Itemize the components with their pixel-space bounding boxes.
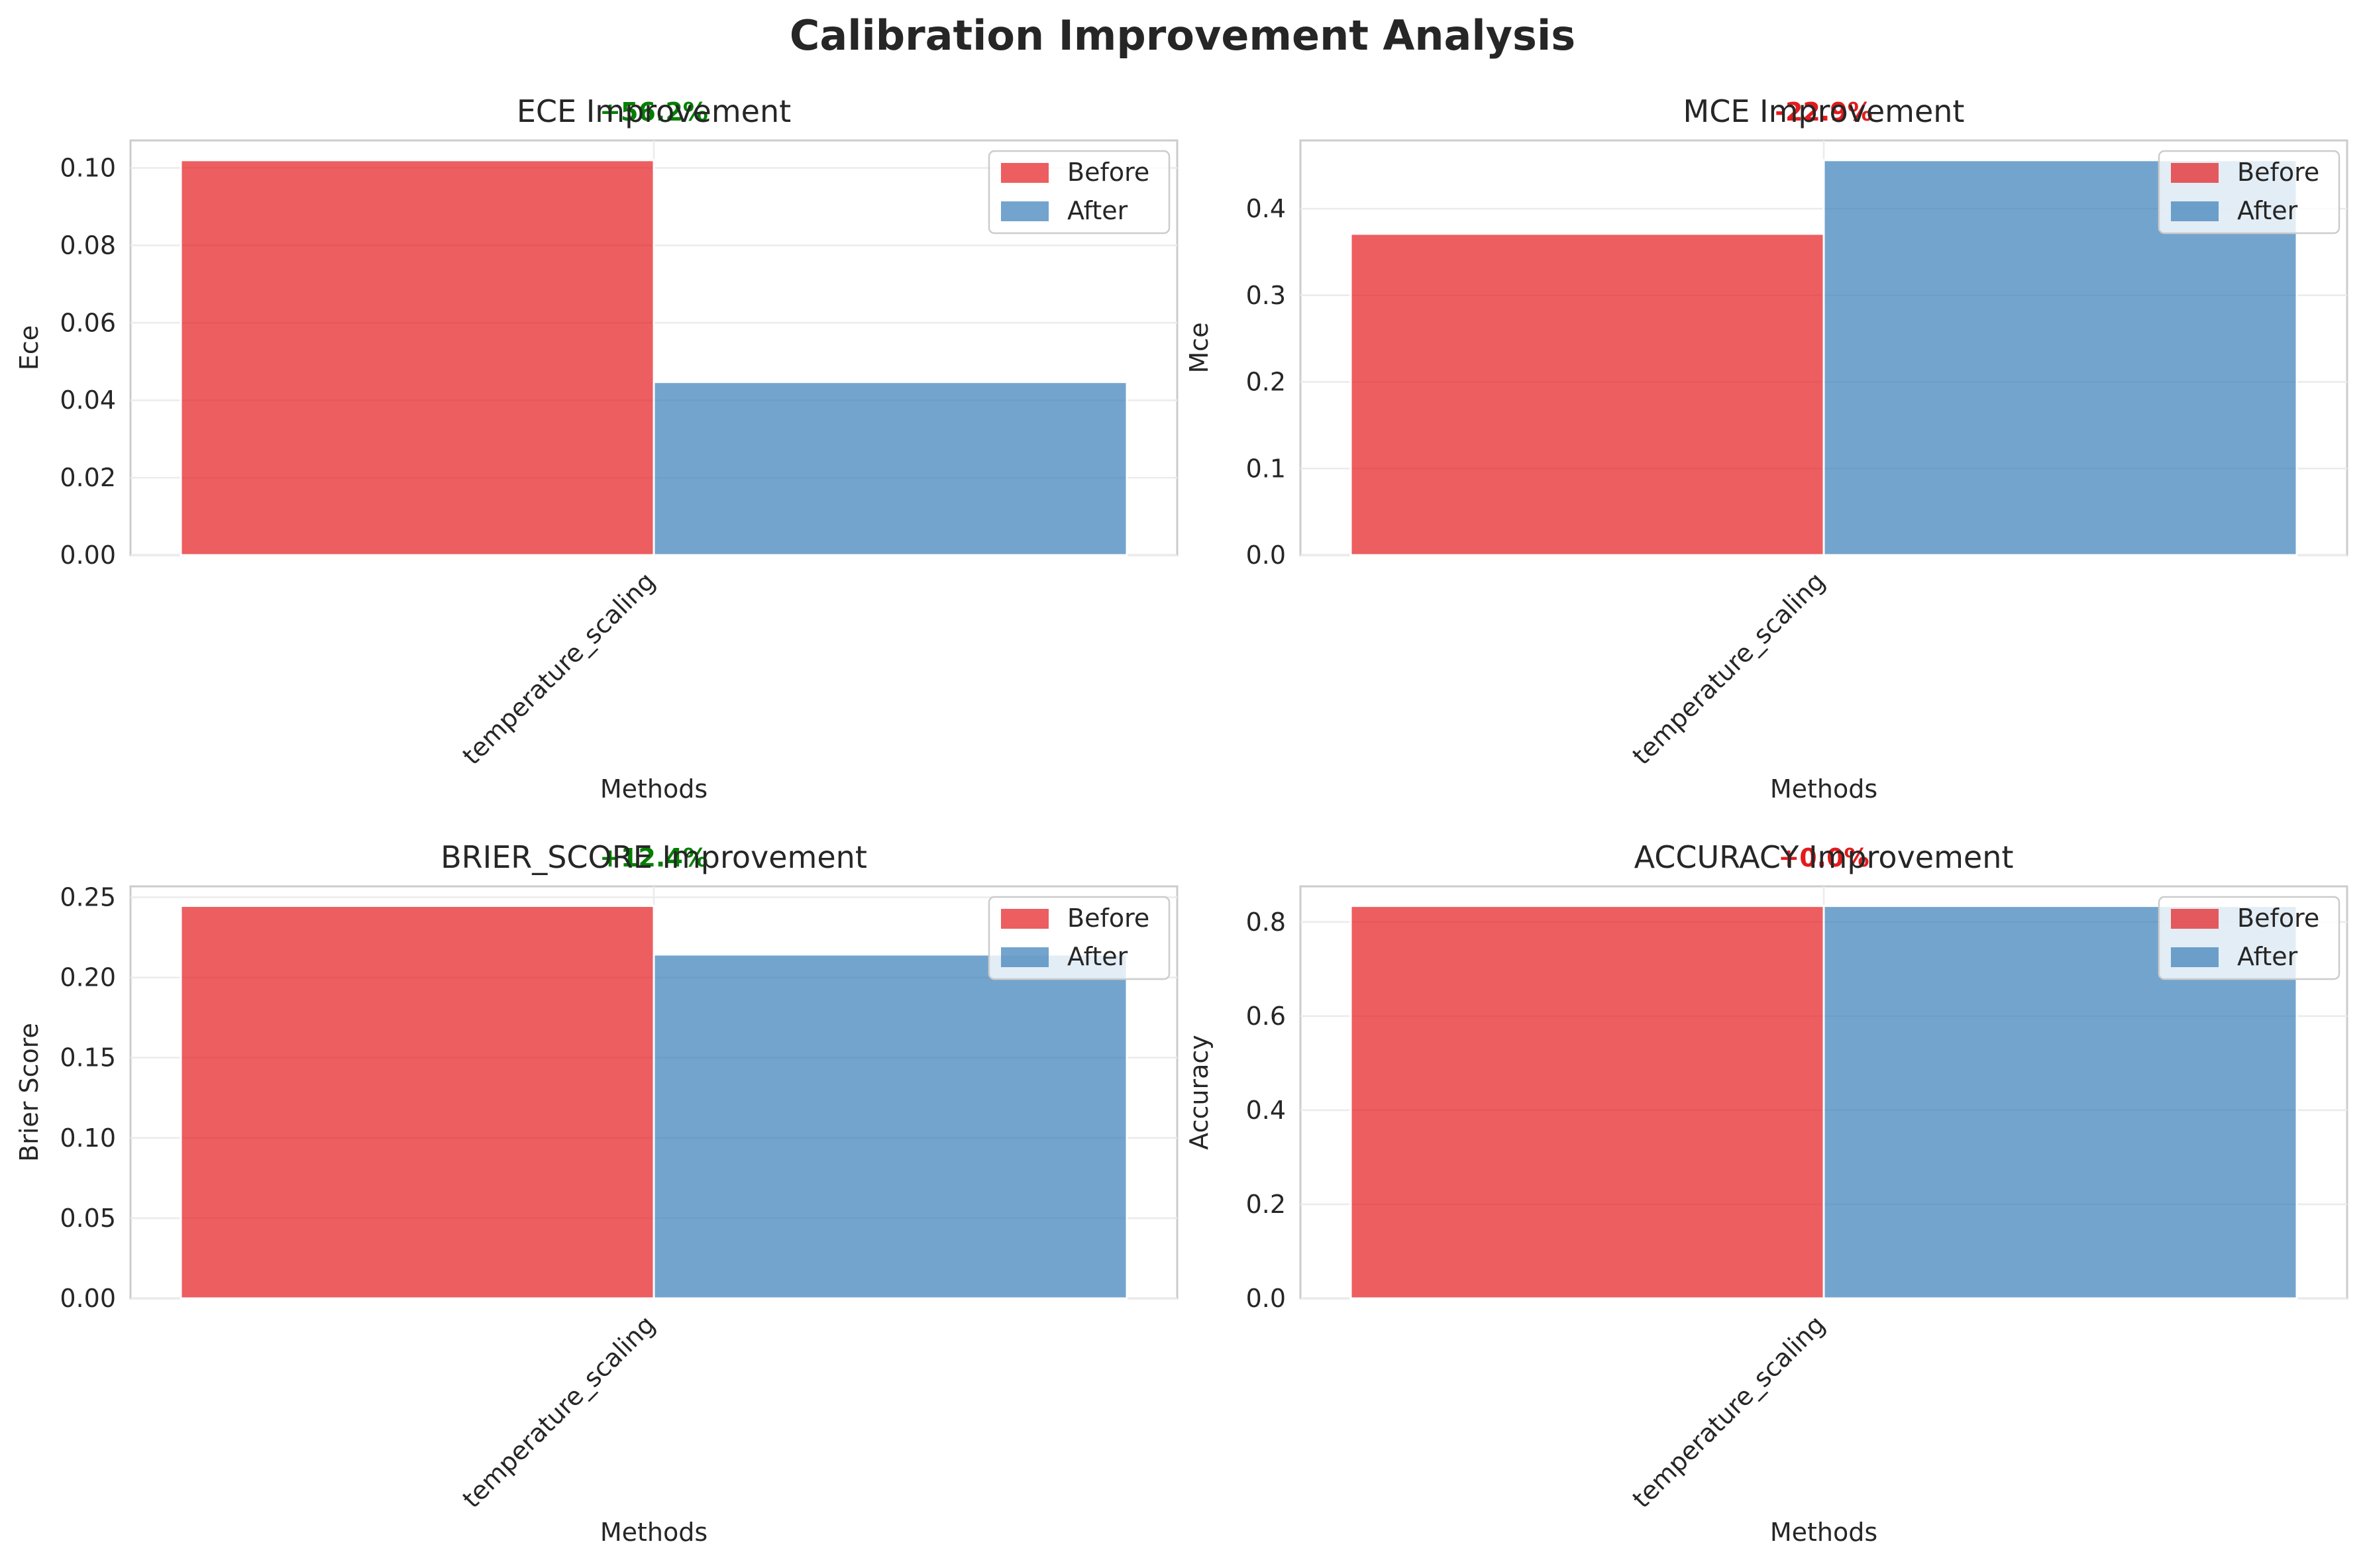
subplot-title: ECE Improvement bbox=[517, 93, 791, 129]
y-tick-label: 0.2 bbox=[1246, 368, 1286, 397]
legend-label-before: Before bbox=[2237, 904, 2319, 933]
legend: Before After bbox=[2158, 896, 2340, 980]
bar-before bbox=[1349, 233, 1825, 556]
x-tick-label: temperature_scaling bbox=[457, 566, 661, 770]
y-tick-label: 0.4 bbox=[1246, 1096, 1286, 1125]
x-axis-label: Methods bbox=[600, 774, 708, 804]
legend-label-before: Before bbox=[1067, 904, 1149, 933]
y-tick-label: 0.00 bbox=[60, 541, 116, 570]
bar-before bbox=[180, 905, 655, 1300]
y-tick-label: 0.06 bbox=[60, 308, 116, 337]
y-tick-label: 0.00 bbox=[60, 1284, 116, 1313]
y-axis-label: Ece bbox=[15, 325, 44, 370]
x-tick-label: temperature_scaling bbox=[457, 1310, 661, 1514]
y-tick-label: 0.02 bbox=[60, 463, 116, 492]
y-tick-label: 0.8 bbox=[1246, 908, 1286, 937]
y-tick-label: 0.6 bbox=[1246, 1002, 1286, 1031]
figure-title: Calibration Improvement Analysis bbox=[790, 11, 1575, 60]
bar-before bbox=[180, 159, 655, 556]
subplot-title: ACCURACY Improvement bbox=[1634, 839, 2014, 875]
subplot-3: 0.00 0.05 0.10 0.15 0.20 0.25 temperature_scal… bbox=[15, 839, 1179, 1547]
legend-swatch-before bbox=[2171, 909, 2219, 929]
y-axis-label: Brier Score bbox=[15, 1023, 44, 1162]
y-tick-label: 0.0 bbox=[1246, 541, 1286, 570]
improvement-label: +56.2% bbox=[600, 97, 708, 127]
legend-label-before: Before bbox=[2237, 158, 2319, 187]
legend: Before After bbox=[988, 150, 1171, 235]
subplot-4: 0.00.20.40.60.8temperature_scaling+0.0%A… bbox=[1184, 839, 2348, 1547]
bar-after bbox=[653, 953, 1128, 1300]
legend-swatch-after bbox=[1001, 947, 1049, 967]
y-tick-label: 0.4 bbox=[1246, 194, 1286, 223]
x-axis-label: Methods bbox=[1770, 1518, 1877, 1547]
y-tick-label: 0.15 bbox=[60, 1043, 116, 1072]
y-tick-label: 0.20 bbox=[60, 963, 116, 992]
y-tick-label: 0.1 bbox=[1246, 454, 1286, 483]
legend-swatch-before bbox=[1001, 909, 1049, 929]
y-tick-label: 0.10 bbox=[60, 153, 116, 182]
y-tick-label: 0.0 bbox=[1246, 1284, 1286, 1313]
subplots-grid: 0.00 0.02 0.04 0.06 0.08 0.10 temperature_scal… bbox=[15, 93, 2348, 1547]
y-tick-label: 0.3 bbox=[1246, 281, 1286, 310]
y-tick-label: 0.04 bbox=[60, 386, 116, 415]
legend-label-after: After bbox=[2237, 196, 2298, 225]
subplot-1: 0.00 0.02 0.04 0.06 0.08 0.10 temperature_scal… bbox=[15, 93, 1179, 804]
legend-swatch-after bbox=[1001, 201, 1049, 221]
x-axis-label: Methods bbox=[600, 1518, 708, 1547]
legend-label-before: Before bbox=[1067, 158, 1149, 187]
y-tick-label: 0.08 bbox=[60, 231, 116, 260]
bar-after bbox=[653, 381, 1128, 556]
subplot-title: MCE Improvement bbox=[1683, 93, 1965, 129]
legend-swatch-after bbox=[2171, 201, 2219, 221]
bar-before bbox=[1349, 905, 1825, 1300]
y-tick-label: 0.25 bbox=[60, 882, 116, 912]
legend-label-after: After bbox=[1067, 942, 1128, 971]
y-axis-label: Mce bbox=[1184, 322, 1214, 373]
legend-label-after: After bbox=[1067, 196, 1128, 225]
legend-swatch-before bbox=[1001, 163, 1049, 183]
legend-swatch-after bbox=[2171, 947, 2219, 967]
y-axis-label: Accuracy bbox=[1184, 1035, 1214, 1150]
y-tick-label: 0.2 bbox=[1246, 1190, 1286, 1219]
subplot-2: 0.0 0.1 0.2 0.3 0.4 temperature_scaling -22.9%… bbox=[1184, 93, 2348, 804]
improvement-label: +12.4% bbox=[600, 843, 708, 872]
improvement-label: -22.9% bbox=[1775, 97, 1873, 127]
x-tick-label: temperature_scaling bbox=[1627, 566, 1831, 770]
improvement-label: +0.0% bbox=[1778, 843, 1869, 872]
legend-swatch-before bbox=[2171, 163, 2219, 183]
x-tick-label: temperature_scaling bbox=[1627, 1310, 1831, 1514]
y-tick-label: 0.05 bbox=[60, 1204, 116, 1233]
y-tick-label: 0.10 bbox=[60, 1124, 116, 1153]
legend-label-after: After bbox=[2237, 942, 2298, 971]
legend: Before After bbox=[988, 896, 1171, 980]
legend: Before After bbox=[2158, 150, 2340, 235]
subplot-title: BRIER_SCORE Improvement bbox=[441, 839, 867, 875]
x-axis-label: Methods bbox=[1770, 774, 1877, 804]
